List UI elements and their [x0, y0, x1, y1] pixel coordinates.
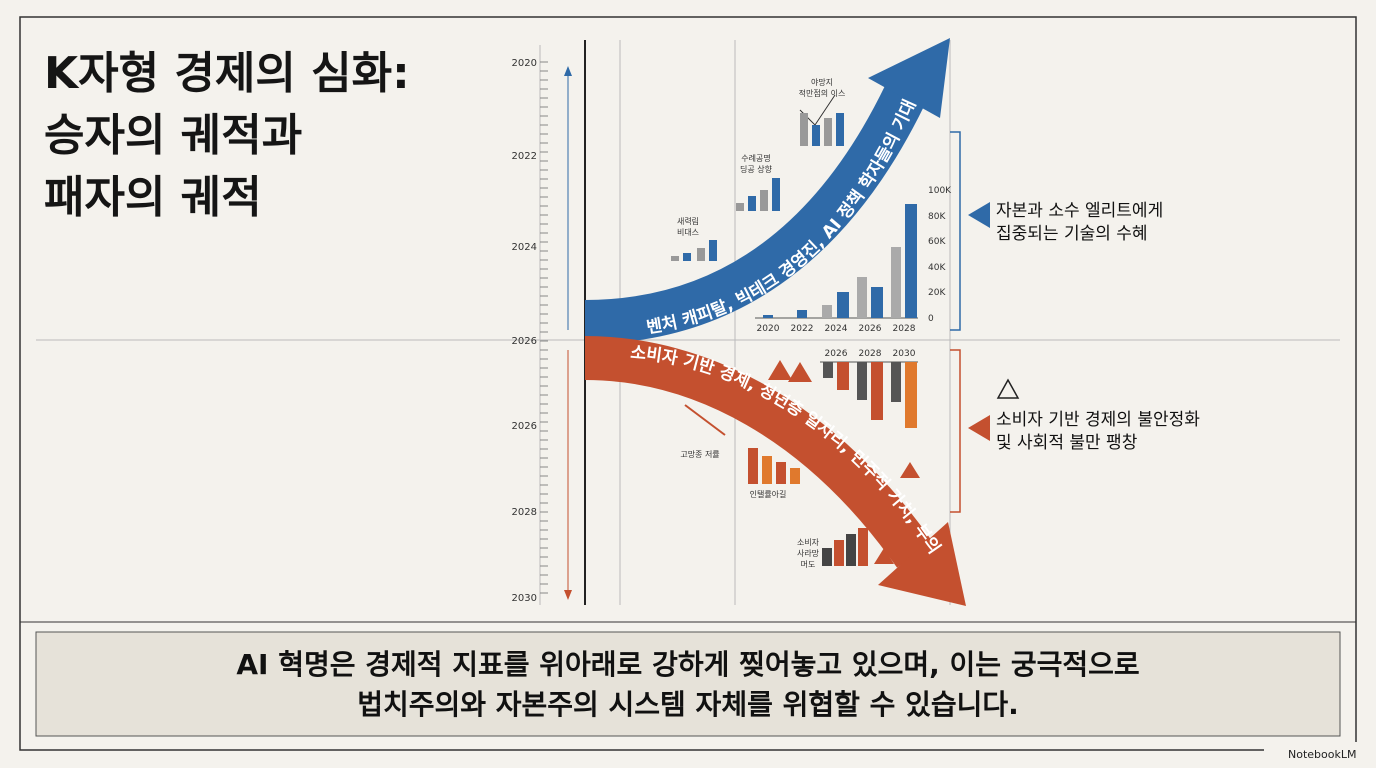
year-label: 2022: [512, 151, 537, 162]
timeline-ticks: [540, 61, 548, 594]
y-tick-label: 40K: [928, 263, 946, 273]
mini-label: 새력림: [677, 216, 699, 226]
y-tick-label: 100K: [928, 186, 952, 196]
brand: NotebookLM: [1288, 748, 1356, 761]
x-tick-label: 2030: [893, 349, 916, 359]
mini-label: 딩공 상향: [740, 164, 773, 174]
callout-text: 및 사회적 불만 팽창: [996, 433, 1138, 453]
callout-markers: [950, 131, 1020, 513]
year-label: 2026: [512, 421, 537, 432]
footer-text: 법치주의와 자본주의 시스템 자체를 위협할 수 있습니다.: [357, 688, 1019, 721]
y-tick-label: 60K: [928, 237, 946, 247]
x-tick-label: 2028: [893, 324, 916, 334]
x-tick-label: 2020: [757, 324, 780, 334]
year-label: 2026: [512, 336, 537, 347]
y-tick-label: 80K: [928, 212, 946, 222]
y-tick-label: 0: [928, 314, 934, 324]
x-tick-label: 2024: [825, 324, 848, 334]
upper-arrow-head: [868, 38, 950, 118]
title-line: 패자의 궤적: [44, 172, 262, 223]
x-tick-label: 2026: [825, 349, 848, 359]
title-line: 승자의 궤적과: [44, 110, 302, 161]
frame: [19, 16, 1357, 751]
lower-bars: [684, 360, 920, 566]
mini-label: 수례공명: [741, 153, 770, 163]
lower-arrow-head: [878, 522, 966, 606]
callout-text: 소비자 기반 경제의 불안정화: [996, 410, 1200, 430]
brand-bg: [1264, 742, 1374, 766]
year-label: 2028: [512, 507, 537, 518]
mini-label: 적만점의 이스: [799, 88, 846, 98]
x-tick-label: 2028: [859, 349, 882, 359]
x-tick-label: 2022: [791, 324, 814, 334]
mini-label: 소비자: [797, 538, 820, 547]
mini-label: 인탤률아길: [750, 489, 787, 499]
callout-text: 집중되는 기술의 수혜: [996, 224, 1148, 244]
timeline-arrows: [564, 66, 572, 600]
mini-label: 머도: [801, 560, 816, 569]
lower-arrow: [584, 336, 933, 568]
mini-label: 야망지: [811, 77, 833, 87]
footer-box: [35, 631, 1341, 737]
upper-bars: [755, 94, 918, 319]
upper-minis: [671, 113, 844, 261]
x-tick-label: 2026: [859, 324, 882, 334]
title-line: K자형 경제의 심화:: [44, 48, 410, 99]
year-label: 2030: [512, 593, 537, 604]
year-label: 2020: [512, 58, 537, 69]
footer-text: AI 혁명은 경제적 지표를 위아래로 강하게 찢어놓고 있으며, 이는 궁극적…: [236, 648, 1139, 681]
mini-label: 고망종 저률: [680, 449, 719, 459]
mini-label: 사라망: [797, 548, 820, 558]
mini-label: 비대스: [677, 228, 699, 237]
callout-text: 자본과 소수 엘리트에게: [996, 201, 1163, 221]
upper-arrow: [584, 85, 925, 344]
y-tick-label: 20K: [928, 288, 946, 298]
year-label: 2024: [512, 242, 537, 253]
